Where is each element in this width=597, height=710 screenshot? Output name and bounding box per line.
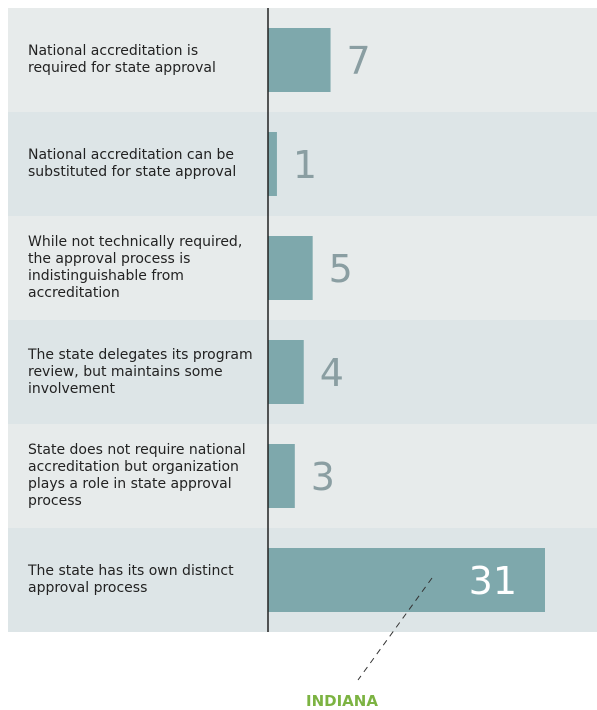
value-label: 1 (293, 143, 317, 187)
category-label: National accreditation can be substitute… (28, 147, 237, 180)
value-label: 7 (347, 39, 371, 83)
bar (268, 28, 331, 92)
row-background (8, 424, 597, 528)
bar (268, 444, 295, 508)
annotation: INDIANA (306, 692, 378, 710)
category-label: State does not require national accredit… (28, 442, 246, 509)
category-label: The state delegates its program review, … (28, 346, 253, 397)
row-background (8, 112, 597, 216)
category-label: National accreditation is required for s… (28, 43, 216, 76)
value-label: 31 (469, 559, 517, 603)
bar (268, 236, 313, 300)
category-label: The state has its own distinct approval … (28, 563, 234, 596)
value-label: 3 (311, 455, 335, 499)
value-label: 4 (320, 351, 344, 395)
category-label: While not technically required, the appr… (28, 234, 243, 301)
bar (268, 132, 277, 196)
bar (268, 340, 304, 404)
bar (268, 548, 545, 612)
value-label: 5 (329, 247, 353, 291)
